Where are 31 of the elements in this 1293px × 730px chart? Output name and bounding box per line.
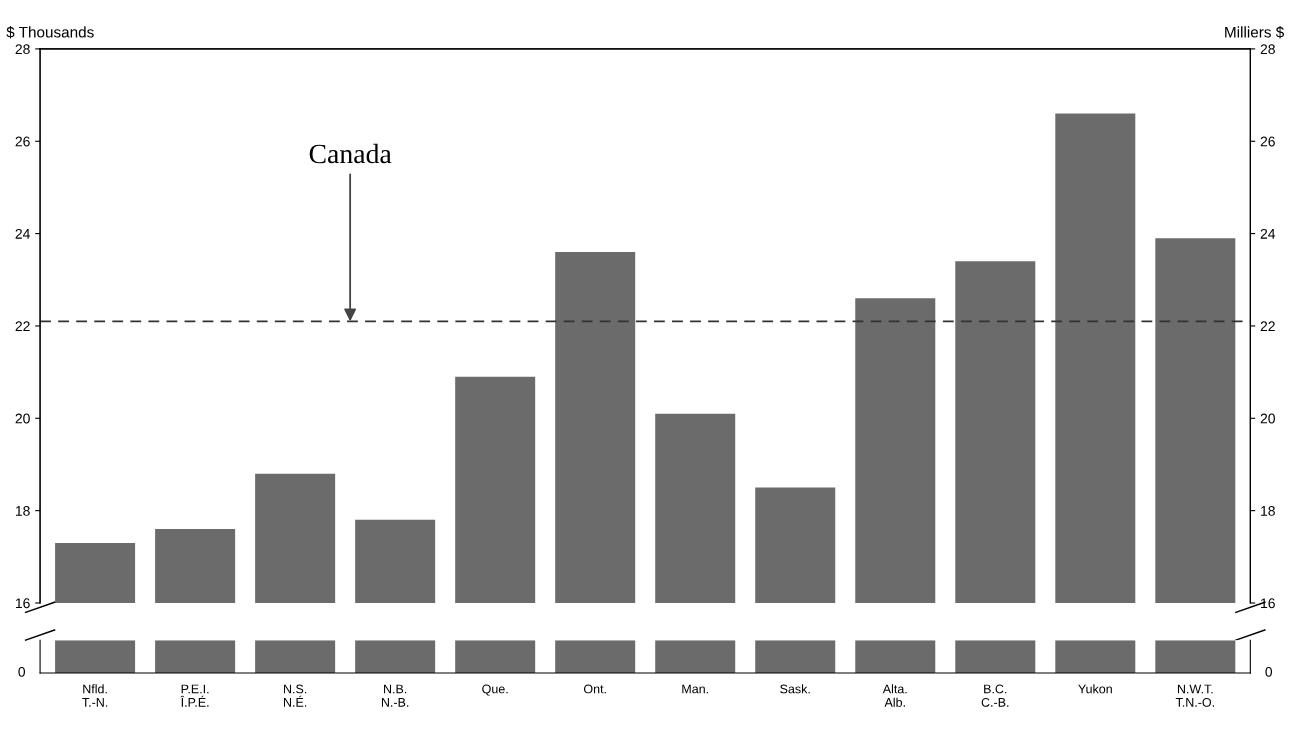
y2-tick-label: 20 xyxy=(1260,413,1275,424)
y-axis-title: $ Thousands xyxy=(6,26,94,39)
x-tick-label: N.B. N.-B. xyxy=(381,684,409,707)
annotation: Canada xyxy=(309,143,392,164)
y2-tick-label: 16 xyxy=(1261,598,1275,609)
x-tick-label: Que. xyxy=(482,684,508,696)
text: 0 xyxy=(18,666,26,677)
x-tick-label: N.S. N.É. xyxy=(284,684,307,707)
x-tick-label: Nfld. T.-N. xyxy=(82,684,108,707)
x-tick-label: Man. xyxy=(682,684,708,694)
y-tick-label: 26 xyxy=(15,136,30,147)
x-tick-label: B.C. C.-B. xyxy=(981,684,1009,707)
y2-axis-title: Milliers $ xyxy=(1225,26,1284,39)
y2-tick-label: 22 xyxy=(1260,321,1275,331)
y-tick-label: 16 xyxy=(15,598,30,609)
y2-tick-label: 28 xyxy=(1260,44,1275,55)
y2-tick-label: 24 xyxy=(1260,228,1276,239)
text: 0 xyxy=(1265,666,1273,677)
y2-tick-label: 18 xyxy=(1261,505,1275,516)
y-tick-label: 20 xyxy=(15,413,30,424)
y-tick-label: 28 xyxy=(15,44,30,55)
y-tick-label: 24 xyxy=(15,228,30,239)
y-tick-label: 18 xyxy=(15,505,30,516)
y-tick-label: 22 xyxy=(15,321,30,331)
x-tick-label: Alta. Alb. xyxy=(882,684,907,707)
x-tick-label: Ont. xyxy=(583,684,606,694)
x-tick-label: P.E.I. Î.P.É. xyxy=(180,684,209,707)
y2-tick-label: 26 xyxy=(1260,136,1275,147)
x-tick-label: Sask. xyxy=(780,684,810,694)
x-tick-label: Yukon xyxy=(1078,684,1112,694)
x-tick-label: N.W.T. T.N.-O. xyxy=(1175,684,1214,707)
